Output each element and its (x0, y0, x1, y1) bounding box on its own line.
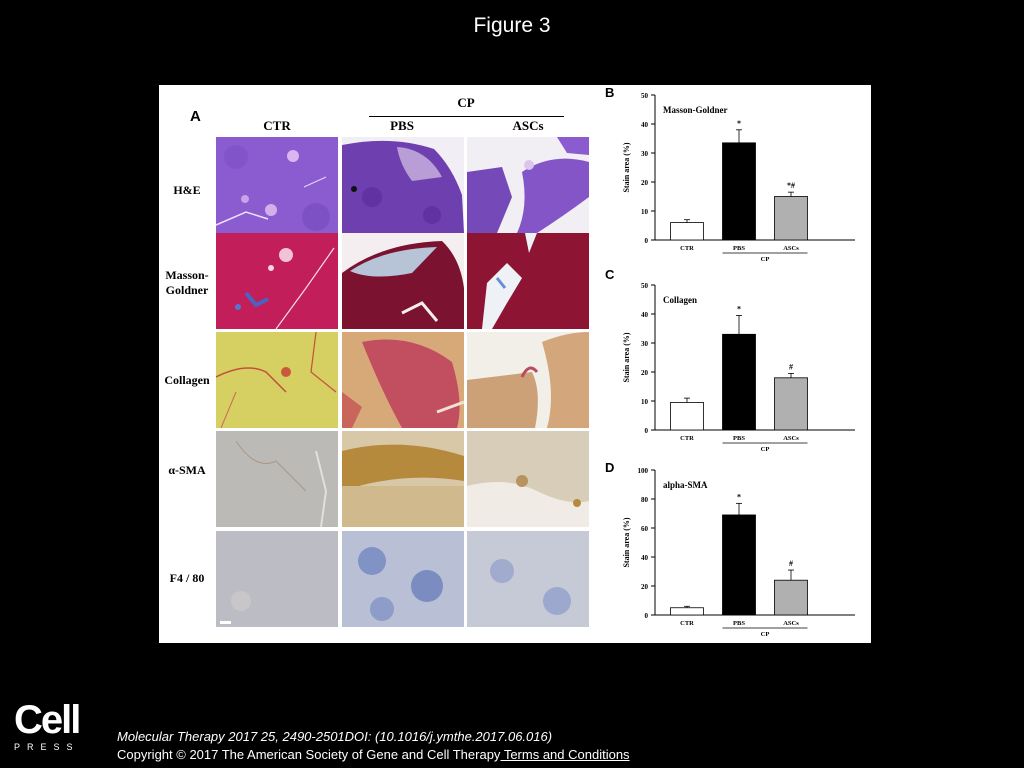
copyright-line: Copyright © 2017 The American Society of… (117, 747, 630, 762)
y-axis-label: Stain area (%) (622, 332, 631, 382)
y-tick-label: 0 (645, 612, 649, 620)
significance-marker: * (737, 119, 741, 128)
micrograph-masson-ascs (467, 233, 589, 329)
chart-title: alpha-SMA (663, 480, 708, 490)
y-tick-label: 40 (641, 311, 649, 319)
bar-pbs (722, 142, 756, 241)
x-tick-label: CTR (680, 620, 694, 627)
bar-pbs (722, 333, 756, 431)
bar-pbs (722, 514, 756, 616)
micrograph-he-ctr (216, 137, 338, 233)
chart-title: Masson-Goldner (663, 105, 728, 115)
micrograph-alpha-sma-ascs (467, 431, 589, 527)
micrograph-alpha-sma-ctr (216, 431, 338, 527)
citation: Molecular Therapy 2017 25, 2490-2501DOI:… (117, 729, 553, 744)
figure-3: A CP CTR PBS ASCs H&E Masson- Goldner Co… (159, 85, 871, 643)
panel-b-letter: B (605, 85, 615, 100)
cell-press-logo: Cell PRESS (14, 698, 81, 752)
significance-marker: # (789, 362, 793, 371)
column-header-pbs: PBS (390, 118, 414, 133)
y-tick-label: 30 (641, 340, 649, 348)
chart-title: Collagen (663, 295, 697, 305)
row-label-alpha-sma: α-SMA (168, 463, 206, 477)
group-label: CP (761, 446, 770, 453)
slide-title: Figure 3 (473, 14, 551, 37)
column-header-ctr: CTR (263, 118, 291, 133)
y-tick-label: 80 (641, 496, 649, 504)
copyright-text: Copyright © 2017 The American Society of… (117, 747, 501, 762)
bar-ascs (774, 579, 808, 616)
row-label-f4-80: F4 / 80 (169, 571, 205, 585)
micrograph-f4-80-pbs (342, 531, 464, 627)
terms-link[interactable]: Terms and Conditions (500, 747, 630, 762)
y-axis-label: Stain area (%) (622, 517, 631, 567)
cp-group-label: CP (457, 95, 475, 110)
row-label-collagen: Collagen (164, 373, 210, 387)
x-tick-label: ASCs (783, 245, 799, 252)
micrograph-he-pbs (342, 137, 464, 233)
micrograph-masson-pbs (342, 233, 464, 329)
micrograph-collagen-ascs (467, 332, 589, 428)
x-tick-label: PBS (733, 620, 745, 627)
x-tick-label: ASCs (783, 435, 799, 442)
x-tick-label: PBS (733, 435, 745, 442)
chart-alpha-sma: 0 20 40 60 80 100 alpha-SMA Stain area (%) CTR * P… (622, 467, 855, 638)
significance-marker: # (789, 559, 793, 568)
bar-ascs (774, 377, 808, 431)
bar-ctr (670, 402, 704, 431)
panel-a-letter: A (190, 108, 201, 125)
bar-ascs (774, 196, 808, 241)
y-tick-label: 50 (641, 92, 649, 100)
logo-cell-text: Cell (14, 698, 81, 742)
cp-group-line (369, 116, 564, 117)
y-tick-label: 0 (645, 237, 649, 245)
logo-press-text: PRESS (14, 742, 80, 752)
y-tick-label: 20 (641, 179, 649, 187)
panel-c-letter: C (605, 267, 615, 282)
y-tick-label: 0 (645, 427, 649, 435)
micrograph-alpha-sma-pbs (342, 431, 464, 527)
y-tick-label: 20 (641, 583, 649, 591)
significance-marker: * (737, 492, 741, 501)
group-label: CP (761, 631, 770, 638)
y-tick-label: 40 (641, 554, 649, 562)
y-tick-label: 10 (641, 208, 649, 216)
micrograph-collagen-pbs (342, 332, 464, 428)
x-tick-label: CTR (680, 245, 694, 252)
group-label: CP (761, 256, 770, 263)
scale-bar (220, 621, 231, 624)
micrograph-f4-80-ascs (467, 531, 589, 627)
significance-marker: * (737, 304, 741, 313)
micrograph-masson-ctr (216, 233, 338, 329)
y-axis-label: Stain area (%) (622, 142, 631, 192)
micrograph-f4-80-ctr (216, 531, 338, 627)
micrograph-collagen-ctr (216, 332, 338, 428)
y-tick-label: 100 (638, 467, 649, 475)
y-tick-label: 40 (641, 121, 649, 129)
x-tick-label: ASCs (783, 620, 799, 627)
y-tick-label: 20 (641, 369, 649, 377)
x-tick-label: PBS (733, 245, 745, 252)
y-tick-label: 10 (641, 398, 649, 406)
chart-collagen: 0 10 20 30 40 50 Collagen Stain area (%) CTR * PBS… (622, 282, 855, 453)
bar-ctr (670, 607, 704, 616)
significance-marker: *# (787, 181, 795, 190)
row-label-masson-goldner: Masson- Goldner (165, 268, 209, 297)
bar-ctr (670, 222, 704, 241)
micrograph-he-ascs (467, 137, 589, 233)
column-header-ascs: ASCs (512, 118, 544, 133)
x-tick-label: CTR (680, 435, 694, 442)
panel-d-letter: D (605, 460, 615, 475)
y-tick-label: 30 (641, 150, 649, 158)
chart-masson-goldner: 0 10 20 30 40 50 Masson-Goldner Stain area (%) C… (622, 92, 855, 263)
y-tick-label: 60 (641, 525, 649, 533)
row-label-he: H&E (173, 183, 201, 197)
y-tick-label: 50 (641, 282, 649, 290)
